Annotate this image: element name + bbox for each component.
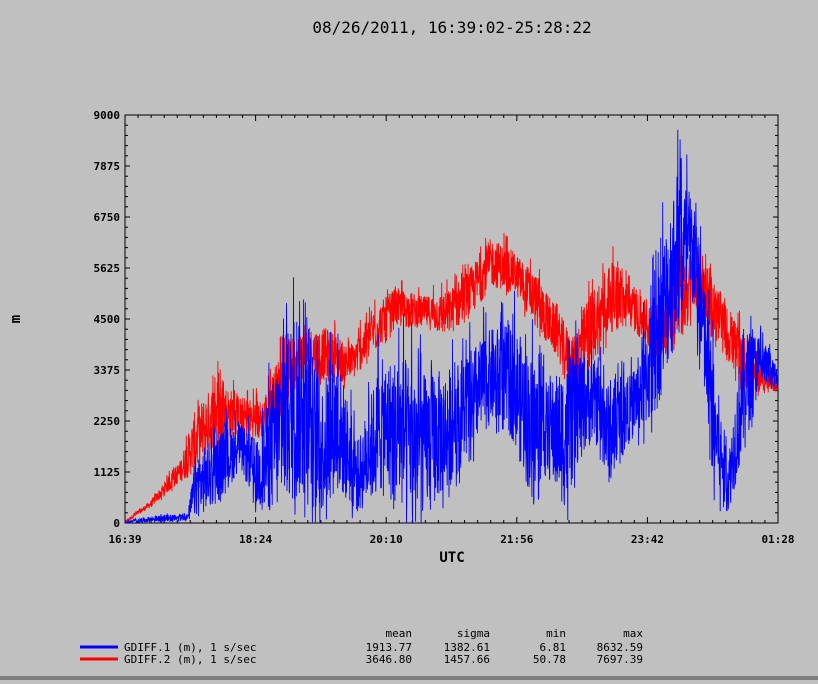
stats-header-min: min bbox=[546, 627, 566, 640]
stats-legend: mean sigma min max GDIFF.1 (m), 1 s/sec 1913.… bbox=[80, 627, 643, 666]
stats-header-max: max bbox=[623, 627, 643, 640]
x-tick-label: 23:42 bbox=[631, 533, 664, 546]
x-axis: 16:39 18:24 20:10 21:56 23:42 01:28 bbox=[108, 115, 795, 546]
y-tick-label: 4500 bbox=[94, 313, 121, 326]
chart-title: 08/26/2011, 16:39:02-25:28:22 bbox=[312, 18, 591, 37]
y-tick-label: 1125 bbox=[94, 466, 121, 479]
stats-max-1: 8632.59 bbox=[597, 641, 643, 654]
y-tick-label: 5625 bbox=[94, 262, 121, 275]
y-tick-label: 0 bbox=[113, 517, 120, 530]
x-axis-label: UTC bbox=[439, 550, 464, 566]
y-tick-label: 7875 bbox=[94, 160, 121, 173]
y-tick-label: 3375 bbox=[94, 364, 121, 377]
legend-entry-2: GDIFF.2 (m), 1 s/sec bbox=[124, 653, 256, 666]
series-layer bbox=[124, 129, 779, 525]
y-tick-label: 6750 bbox=[94, 211, 121, 224]
x-tick-label: 01:28 bbox=[761, 533, 794, 546]
x-tick-label: 18:24 bbox=[239, 533, 272, 546]
y-axis-label: m bbox=[8, 315, 24, 323]
y-tick-label: 9000 bbox=[94, 109, 121, 122]
y-axis: 0 1125 2250 3375 4500 5625 6750 7875 9000 bbox=[94, 109, 778, 530]
stats-mean-1: 1913.77 bbox=[366, 641, 412, 654]
x-tick-label: 21:56 bbox=[500, 533, 533, 546]
stats-min-1: 6.81 bbox=[540, 641, 567, 654]
y-tick-label: 2250 bbox=[94, 415, 121, 428]
stats-sigma-2: 1457.66 bbox=[444, 653, 490, 666]
x-tick-label: 20:10 bbox=[370, 533, 403, 546]
stats-mean-2: 3646.80 bbox=[366, 653, 412, 666]
stats-sigma-1: 1382.61 bbox=[444, 641, 490, 654]
stats-min-2: 50.78 bbox=[533, 653, 566, 666]
legend-entry-1: GDIFF.1 (m), 1 s/sec bbox=[124, 641, 256, 654]
series-gdiff1-line bbox=[124, 129, 779, 525]
stats-header-sigma: sigma bbox=[457, 627, 490, 640]
stats-header-mean: mean bbox=[386, 627, 413, 640]
window-bottom-border bbox=[0, 676, 818, 680]
x-tick-label: 16:39 bbox=[108, 533, 141, 546]
stats-max-2: 7697.39 bbox=[597, 653, 643, 666]
